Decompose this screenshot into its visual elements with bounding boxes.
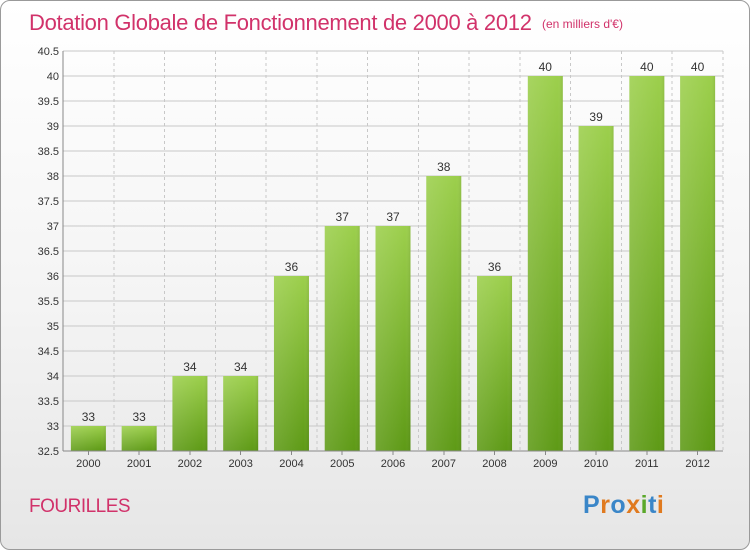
chart-subtitle: (en milliers d'€): [542, 17, 623, 31]
y-tick-label: 32.5: [38, 446, 59, 458]
logo-letter: t: [648, 491, 657, 519]
y-tick-label: 39: [47, 121, 59, 133]
bar-shade: [477, 276, 513, 451]
y-tick-label: 37.5: [38, 196, 59, 208]
commune-name: FOURILLES: [29, 496, 131, 517]
data-label: 33: [82, 410, 96, 424]
y-tick-label: 40: [47, 71, 59, 83]
bar-shade: [375, 226, 411, 451]
bar-shade: [273, 276, 309, 451]
y-tick-label: 34: [47, 371, 59, 383]
chart-title: Dotation Globale de Fonctionnement de 20…: [29, 10, 532, 35]
bar-shade: [426, 176, 462, 451]
x-tick-label: 2007: [432, 458, 456, 470]
bar-shade: [223, 376, 259, 451]
data-label: 34: [234, 360, 248, 374]
logo-letter: i: [656, 491, 665, 519]
y-tick-label: 36.5: [38, 246, 59, 258]
data-label: 40: [691, 60, 705, 74]
y-tick-label: 37: [47, 221, 59, 233]
data-label: 37: [386, 210, 400, 224]
y-tick-label: 38: [47, 171, 59, 183]
y-tick-label: 39.5: [38, 96, 59, 108]
y-tick-label: 40.5: [38, 46, 59, 58]
bar-shade: [578, 126, 614, 451]
bar-shade: [324, 226, 360, 451]
y-tick-label: 36: [47, 271, 59, 283]
bar-shade: [629, 76, 665, 451]
logo-letter: P: [583, 491, 601, 519]
bar-shade: [121, 426, 157, 451]
y-tick-label: 35: [47, 321, 59, 333]
bar-shade: [527, 76, 563, 451]
data-label: 33: [132, 410, 146, 424]
x-tick-label: 2012: [685, 458, 709, 470]
data-label: 40: [539, 60, 553, 74]
x-tick-label: 2002: [178, 458, 202, 470]
logo-letter: r: [600, 491, 611, 519]
x-tick-label: 2003: [228, 458, 252, 470]
data-label: 37: [336, 210, 350, 224]
bar-shade: [70, 426, 106, 451]
data-label: 36: [285, 260, 299, 274]
x-tick-label: 2009: [533, 458, 557, 470]
x-tick-label: 2000: [76, 458, 100, 470]
logo-letter: i: [640, 491, 649, 519]
data-label: 36: [488, 260, 502, 274]
data-label: 38: [437, 160, 451, 174]
x-tick-label: 2006: [381, 458, 405, 470]
y-tick-label: 33.5: [38, 396, 59, 408]
logo-letter: x: [626, 491, 641, 519]
x-tick-label: 2010: [584, 458, 608, 470]
x-tick-label: 2001: [127, 458, 151, 470]
data-label: 34: [183, 360, 197, 374]
x-tick-label: 2004: [279, 458, 303, 470]
y-tick-label: 35.5: [38, 296, 59, 308]
logo-letter: o: [610, 491, 627, 519]
bar-shade: [172, 376, 208, 451]
proxiti-logo: Proxiti: [583, 491, 664, 520]
y-tick-label: 34.5: [38, 346, 59, 358]
bar-shade: [680, 76, 716, 451]
y-tick-label: 33: [47, 421, 59, 433]
x-tick-label: 2008: [482, 458, 506, 470]
y-tick-label: 38.5: [38, 146, 59, 158]
data-label: 39: [589, 110, 603, 124]
x-tick-label: 2005: [330, 458, 354, 470]
x-tick-label: 2011: [635, 458, 659, 470]
data-label: 40: [640, 60, 654, 74]
